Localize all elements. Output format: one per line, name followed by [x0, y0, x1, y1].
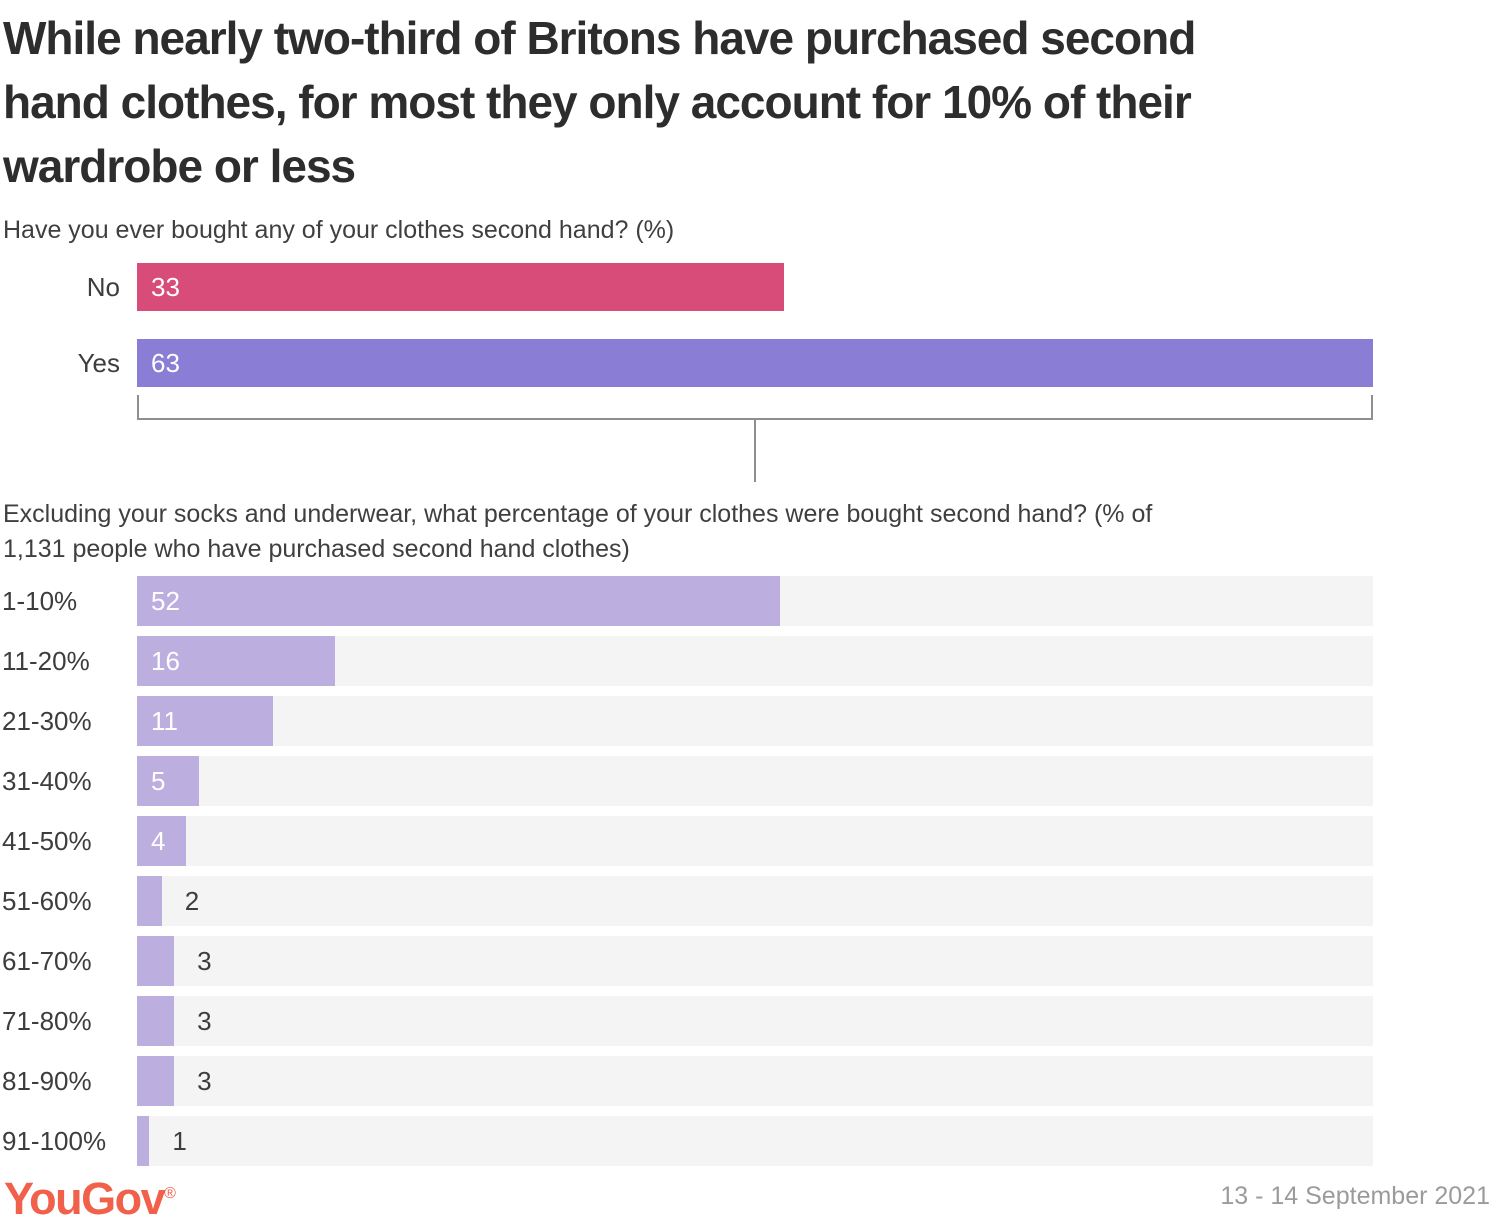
row-label: 91-100% — [2, 1125, 107, 1156]
bar: 3 — [137, 936, 212, 986]
footer: YouGov® 13 - 14 September 2021 — [0, 1173, 1500, 1223]
bar-value: 3 — [197, 945, 212, 976]
bar-track: 4 — [137, 816, 1373, 866]
bar-no: 33 — [137, 263, 785, 311]
bar-value: 16 — [151, 645, 180, 676]
row-label: 11-20% — [2, 645, 90, 676]
chart2-row: 1-10% 52 — [0, 576, 1500, 626]
chart2-row: 21-30% 11 — [0, 696, 1500, 746]
survey2-question-line-2: 1,131 people who have purchased second h… — [3, 535, 630, 563]
bar-value: 3 — [197, 1005, 212, 1036]
bar: 4 — [137, 816, 187, 866]
chart2-row: 81-90% 3 — [0, 1056, 1500, 1106]
bar-track: 3 — [137, 996, 1373, 1046]
bar-track: 2 — [137, 876, 1373, 926]
row-label: 51-60% — [2, 885, 92, 916]
row-label: 21-30% — [2, 705, 92, 736]
chart1-row-yes: Yes 63 — [0, 339, 1500, 387]
row-label-no: No — [86, 271, 120, 302]
row-label: 81-90% — [2, 1065, 92, 1096]
bar-track: 5 — [137, 756, 1373, 806]
registered-mark: ® — [164, 1185, 176, 1202]
survey1-question: Have you ever bought any of your clothes… — [3, 216, 675, 244]
row-label: 31-40% — [2, 765, 92, 796]
bar-track: 3 — [137, 1056, 1373, 1106]
bar: 5 — [137, 756, 199, 806]
title-line-3: wardrobe or less — [3, 140, 356, 192]
yes-breakdown-bracket — [137, 395, 1373, 420]
bar-value: 11 — [151, 705, 178, 736]
row-label: 61-70% — [2, 945, 92, 976]
chart2-row: 31-40% 5 — [0, 756, 1500, 806]
chart2-row: 91-100% 1 — [0, 1116, 1500, 1166]
bar-area: 33 — [137, 263, 1373, 311]
bar-yes: 63 — [137, 339, 1373, 387]
chart2-row: 51-60% 2 — [0, 876, 1500, 926]
bar-value: 1 — [172, 1125, 187, 1156]
bar-area: 63 — [137, 339, 1373, 387]
bar: 3 — [137, 1056, 212, 1106]
bar-value: 3 — [197, 1065, 212, 1096]
bar: 3 — [137, 996, 212, 1046]
bar-track: 11 — [137, 696, 1373, 746]
bar-value-yes: 63 — [151, 347, 180, 378]
bar-value-no: 33 — [151, 271, 180, 302]
bar-value: 4 — [151, 825, 166, 856]
row-label: 41-50% — [2, 825, 92, 856]
chart1-row-no: No 33 — [0, 263, 1500, 311]
bar: 11 — [137, 696, 273, 746]
bar-value: 52 — [151, 585, 180, 616]
bracket-stem — [754, 420, 756, 482]
page-title: While nearly two-third of Britons have p… — [0, 0, 1500, 198]
survey2-question-line-1: Excluding your socks and underwear, what… — [3, 500, 1153, 528]
title-line-2: hand clothes, for most they only account… — [3, 76, 1192, 128]
chart2-row: 41-50% 4 — [0, 816, 1500, 866]
bar-value: 5 — [151, 765, 166, 796]
row-label-yes: Yes — [77, 347, 120, 378]
bar-value: 2 — [184, 885, 200, 916]
chart2-row: 71-80% 3 — [0, 996, 1500, 1046]
chart-wardrobe-percentage: 1-10% 52 11-20% 16 21-30% 11 — [0, 576, 1500, 1166]
row-label: 1-10% — [2, 585, 78, 616]
bar: 16 — [137, 636, 335, 686]
bar: 1 — [137, 1116, 187, 1166]
bar-track: 52 — [137, 576, 1373, 626]
bar-track: 16 — [137, 636, 1373, 686]
bar-track: 3 — [137, 936, 1373, 986]
chart2-row: 11-20% 16 — [0, 636, 1500, 686]
bar: 52 — [137, 576, 780, 626]
yougov-logo-text: YouGov — [4, 1173, 166, 1223]
survey2-question: Excluding your socks and underwear, what… — [0, 497, 1500, 567]
title-line-1: While nearly two-third of Britons have p… — [3, 12, 1196, 64]
chart2-row: 61-70% 3 — [0, 936, 1500, 986]
bar-track: 1 — [137, 1116, 1373, 1166]
row-label: 71-80% — [2, 1005, 92, 1036]
chart-ever-bought-second-hand: No 33 Yes 63 — [0, 263, 1500, 387]
yougov-logo: YouGov® — [4, 1171, 176, 1223]
bar: 2 — [137, 876, 199, 926]
fieldwork-date: 13 - 14 September 2021 — [1220, 1181, 1490, 1210]
